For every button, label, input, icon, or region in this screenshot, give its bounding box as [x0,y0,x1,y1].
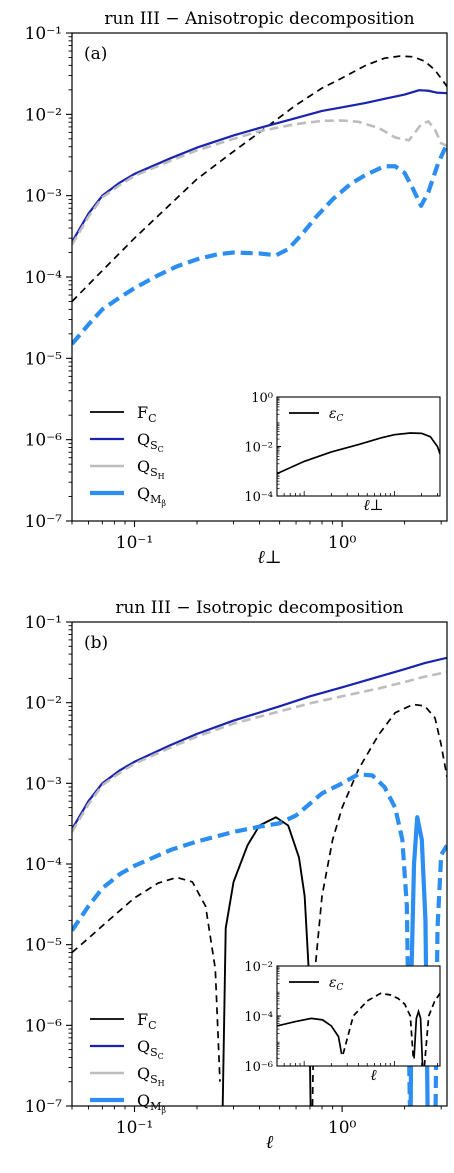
series-line-f-c [72,55,447,303]
legend-label-main: Q [137,1064,150,1083]
y-tick-label: 10⁻¹ [25,24,62,44]
inset-series-line [277,1008,424,1066]
legend-label-main: F [137,403,148,422]
panel-b: run III − Isotropic decomposition (b) 10⁻¹… [25,598,448,1153]
legend-label-subsub: H [158,472,165,481]
legend-label-subsub: β [161,499,166,508]
legend-label-sub: C [148,412,156,425]
inset-y-tick-label: 10⁻² [244,960,273,975]
legend-label-sub: M [150,493,161,506]
inset-series-group [277,432,440,475]
legend-label-main: Q [137,457,150,476]
legend-label-main: Q [137,430,150,449]
legend-label-sub: S [150,1073,158,1086]
chart-title: run III − Isotropic decomposition [115,598,403,618]
series-line-q-sc [72,656,447,830]
inset-series-line [277,432,440,475]
legend-label: FC [137,403,157,425]
legend-label-main: F [137,1010,148,1029]
y-tick-label: 10⁻³ [25,774,62,794]
legend-label: QMβ [137,1091,166,1115]
y-tick-label: 10⁻¹ [25,613,62,633]
inset-y-tick-label: 10⁰ [251,391,273,406]
inset-x-label: ℓ⊥ [363,496,383,514]
legend-label-sub: M [150,1100,161,1113]
legend-label-subsub: β [161,1106,166,1115]
panel-a: run III − Anisotropic decomposition (a) 10… [25,9,448,568]
series-line-f-c [72,703,447,1106]
legend-label-subsub: C [158,1052,164,1061]
legend-label-sub: S [150,466,158,479]
series-line-f-c-positive [221,816,312,1106]
legend-label-sub: C [148,1019,156,1032]
legend-label-sub: S [150,1046,158,1059]
inset-legend-sub: C [337,983,344,993]
panel-label: (b) [84,633,108,653]
chart-title: run III − Anisotropic decomposition [104,9,414,29]
inset-legend-main: ε [329,406,337,422]
legend-label-sub: S [150,439,158,452]
panel-label: (a) [84,44,107,64]
y-tick-label: 10⁻⁵ [25,936,63,956]
legend-label: QMβ [137,484,166,508]
inset-frame [276,965,441,1067]
series-line-q-mbeta-tail [433,844,447,1106]
legend-label: QSC [137,1037,164,1061]
legend-label-subsub: H [158,1079,165,1088]
legend-label: QSC [137,430,164,454]
inset-legend-main: ε [329,975,337,991]
inset-legend-sub: C [337,414,344,424]
y-tick-label: 10⁻² [25,694,62,714]
legend-label-main: Q [137,1037,150,1056]
inset-x-label: ℓ [370,1066,376,1084]
y-tick-label: 10⁻² [25,105,62,125]
inset-frame [276,396,441,497]
inset-y-tick-label: 10⁻⁴ [244,490,273,505]
y-tick-label: 10⁻³ [25,187,62,207]
series-line-q-sc [72,89,447,243]
legend-label: QSH [137,457,165,481]
inset-legend-label: εC [329,406,344,424]
series-line-q-sh [72,119,447,246]
inset-y-tick-label: 10⁻² [244,441,273,456]
y-tick-label: 10⁻⁴ [25,855,63,875]
inset-legend-label: εC [329,975,344,993]
y-tick-label: 10⁻⁷ [25,512,63,532]
inset-series-line [342,992,440,1066]
x-axis-label: ℓ⊥ [257,547,281,568]
series-group [72,55,447,346]
series-line-q-m- [72,143,447,346]
y-tick-label: 10⁻⁴ [25,268,63,288]
x-tick-label: 10⁰ [328,533,357,553]
inset-y-tick-label: 10⁻⁴ [244,1010,273,1025]
x-tick-label: 10⁰ [328,1118,357,1138]
legend-label-subsub: C [158,445,164,454]
y-tick-label: 10⁻⁵ [25,349,63,369]
legend-label-main: Q [137,1091,150,1110]
inset-y-tick-label: 10⁻⁶ [244,1060,273,1075]
legend-label: FC [137,1010,157,1032]
legend-label: QSH [137,1064,165,1088]
series-line-q-m- [72,772,412,1106]
y-tick-label: 10⁻⁶ [25,1016,63,1036]
series-line-q-sh [72,670,447,833]
legend-label-main: Q [137,484,150,503]
x-axis-label: ℓ [266,1132,274,1153]
y-tick-label: 10⁻⁶ [25,431,63,451]
y-tick-label: 10⁻⁷ [25,1097,63,1117]
x-tick-label: 10⁻¹ [116,533,153,553]
x-tick-label: 10⁻¹ [116,1118,153,1138]
inset-series-group [277,992,440,1066]
